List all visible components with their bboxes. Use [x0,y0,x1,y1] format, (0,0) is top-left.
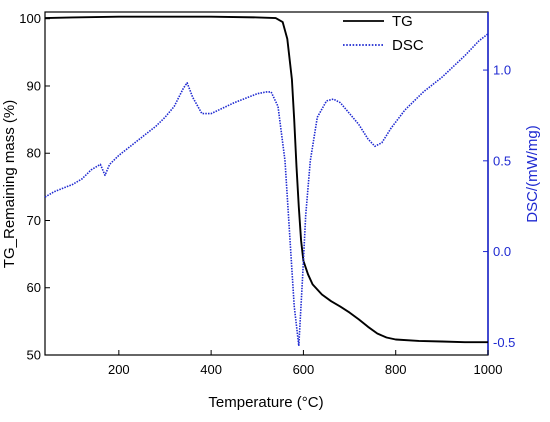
y-left-tick-label: 50 [27,348,41,363]
x-tick-label: 600 [293,362,315,377]
legend-tg-label: TG [392,13,413,30]
legend: TG DSC [343,13,424,54]
x-tick-label: 400 [200,362,222,377]
legend-dsc-label: DSC [392,37,424,54]
series-layer [44,15,489,347]
bottom-axis-ticks: 200 400 600 800 1000 [108,350,502,377]
x-tick-label: 800 [385,362,407,377]
y-right-tick-label: 0.0 [493,244,511,259]
y-left-tick-label: 90 [27,78,41,93]
y-left-tick-label: 70 [27,213,41,228]
x-axis-label: Temperature (°C) [208,394,323,411]
plot-frame [44,11,489,356]
series-line-dsc [44,33,489,347]
x-tick-label: 200 [108,362,130,377]
y-right-tick-label: 1.0 [493,63,511,78]
series-line-tg [44,15,488,344]
y-left-tick-label: 60 [27,280,41,295]
y-left-tick-label: 80 [27,146,41,161]
right-axis-ticks: -0.5 0.0 0.5 1.0 [483,63,515,350]
y-axis-right-label: DSC/(mW/mg) [524,125,541,223]
y-right-tick-label: 0.5 [493,153,511,168]
x-tick-label: 1000 [474,362,503,377]
y-right-tick-label: -0.5 [493,335,515,350]
y-left-tick-label: 100 [19,11,41,26]
left-axis-ticks: 50 60 70 80 90 100 [19,11,50,363]
y-axis-left-label: TG_Remaining mass (%) [1,100,18,268]
